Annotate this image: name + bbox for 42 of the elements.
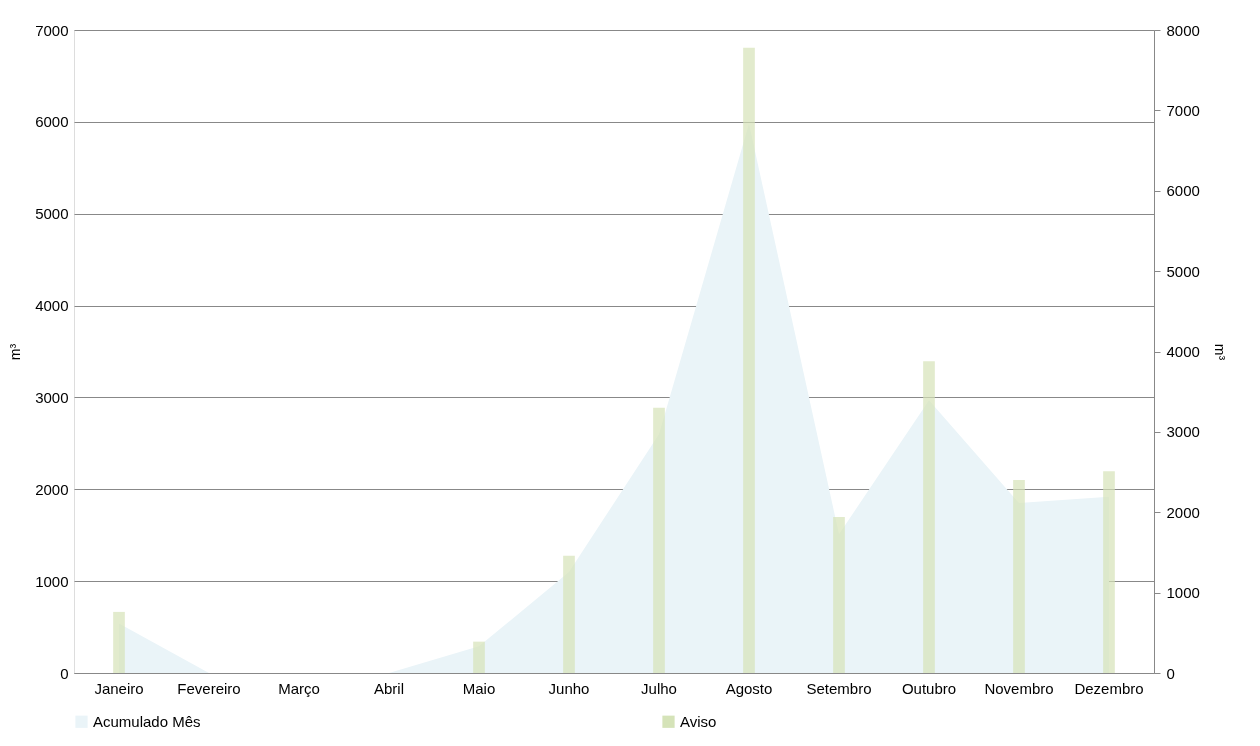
y-tick-label: 6000 [35,113,69,131]
y2-tick-label: 2000 [1166,503,1200,521]
x-tick-label: Junho [548,679,590,697]
bar [833,517,845,673]
bar [563,555,575,673]
legend-label: Acumulado Mês [93,712,201,730]
y2-tick-label: 8000 [1166,21,1200,39]
y2-tick-label: 7000 [1166,101,1200,119]
y2-axis-title: m³ [1211,343,1228,361]
x-tick-label: Março [278,679,320,697]
bar [923,361,935,673]
x-tick-label: Abril [373,679,405,697]
x-tick-label: Maio [462,679,496,697]
x-tick-label: Outubro [901,679,957,697]
x-tick-label: Novembro [984,679,1054,697]
x-tick-label: Dezembro [1074,679,1144,697]
y2-tick-label: 4000 [1166,343,1200,360]
bar [1103,471,1115,673]
bar [653,407,665,673]
y2-tick-label: 1000 [1166,584,1200,602]
y2-tick-label: 5000 [1166,262,1200,280]
y-axis-title: m³ [7,343,24,361]
y-tick-label: 5000 [35,205,69,223]
y2-tick-label: 3000 [1166,423,1200,441]
y-tick-label: 0 [60,664,69,682]
bar [113,611,125,673]
legend-label: Aviso [680,712,717,730]
x-tick-label: Janeiro [94,679,144,697]
bar [743,47,755,673]
x-tick-label: Fevereiro [177,679,241,697]
y-tick-label: 1000 [35,572,69,590]
x-tick-label: Agosto [725,679,773,697]
y-tick-label: 2000 [35,480,69,498]
y-tick-label: 7000 [35,21,69,39]
y-tick-label: 3000 [35,388,69,406]
y-tick-label: 4000 [35,297,69,315]
x-tick-label: Julho [641,679,677,697]
bar [1013,480,1025,673]
x-tick-label: Setembro [806,679,872,697]
y2-tick-label: 6000 [1166,182,1200,200]
y2-tick-label: 0 [1166,664,1175,682]
bar [473,641,485,673]
